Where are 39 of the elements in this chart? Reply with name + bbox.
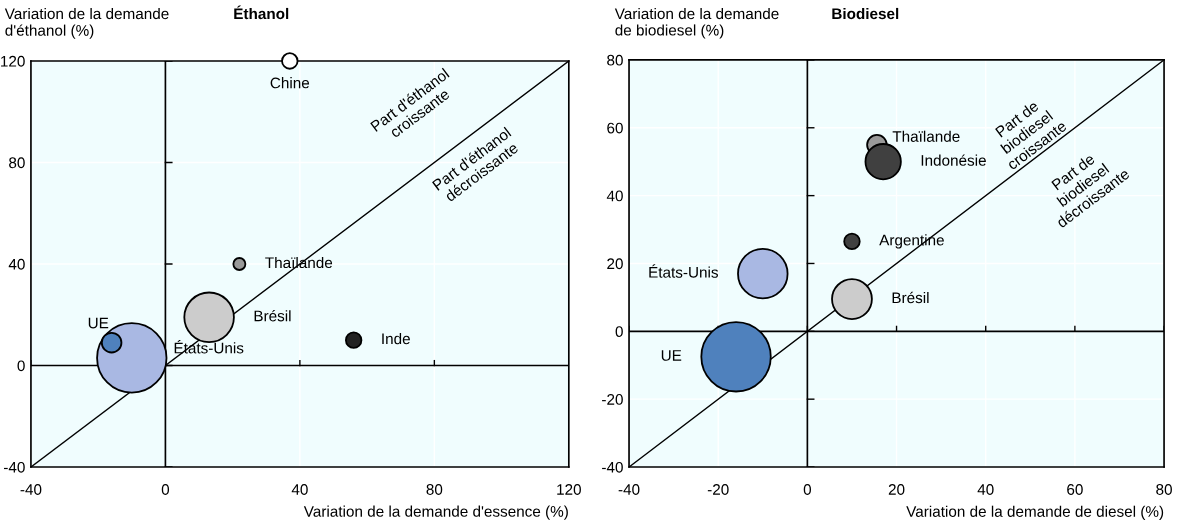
series-label: Indonésie <box>921 154 986 166</box>
y-tick-label: 20 <box>607 258 623 270</box>
y-tick-label: 0 <box>17 360 25 372</box>
y-tick-label: 0 <box>615 326 623 338</box>
y-tick-label: 80 <box>9 157 25 169</box>
series-label: Brésil <box>254 309 291 322</box>
series-label: Brésil <box>892 291 929 304</box>
series-label: Chine <box>270 77 310 89</box>
y-tick-label: -40 <box>3 461 25 473</box>
x-tick-label: -20 <box>707 484 729 495</box>
series-label: Inde <box>382 333 410 345</box>
series-label: UE <box>661 350 682 361</box>
y-tick-label: 40 <box>606 190 623 202</box>
x-tick-label: 20 <box>888 484 905 495</box>
y-tick-label: 80 <box>607 54 623 66</box>
x-axis-title: Variation de la demande d'essence (%) <box>303 505 568 520</box>
x-tick-label: 40 <box>291 484 308 495</box>
series-label: UE <box>88 317 109 329</box>
x-tick-label: 0 <box>803 484 812 495</box>
x-tick-label: -40 <box>618 484 640 495</box>
x-axis-title: Variation de la demande de diesel (%) <box>906 505 1164 520</box>
series-label: Thaïlande <box>892 130 960 142</box>
y-tick-label: -20 <box>602 394 623 405</box>
x-tick-label: -40 <box>20 484 42 495</box>
series-label: États-Unis <box>649 264 718 278</box>
x-tick-label: 0 <box>161 484 170 495</box>
x-tick-label: 40 <box>977 484 994 495</box>
y-axis-title: Variation de la demande de biodiesel (%) <box>614 7 779 39</box>
x-tick-label: 80 <box>426 484 443 495</box>
x-tick-label: 120 <box>557 484 581 495</box>
y-tick-label: -40 <box>602 461 623 473</box>
x-tick-label: 80 <box>1156 484 1172 495</box>
y-tick-label: 40 <box>8 258 25 270</box>
x-tick-label: 60 <box>1067 484 1083 495</box>
chart-title: Biodiesel <box>832 7 899 20</box>
chart-title: Éthanol <box>234 5 289 20</box>
y-axis-title: Variation de la demande d'éthanol (%) <box>4 7 169 39</box>
y-tick-label: 120 <box>1 55 25 67</box>
y-tick-label: 60 <box>607 122 623 134</box>
